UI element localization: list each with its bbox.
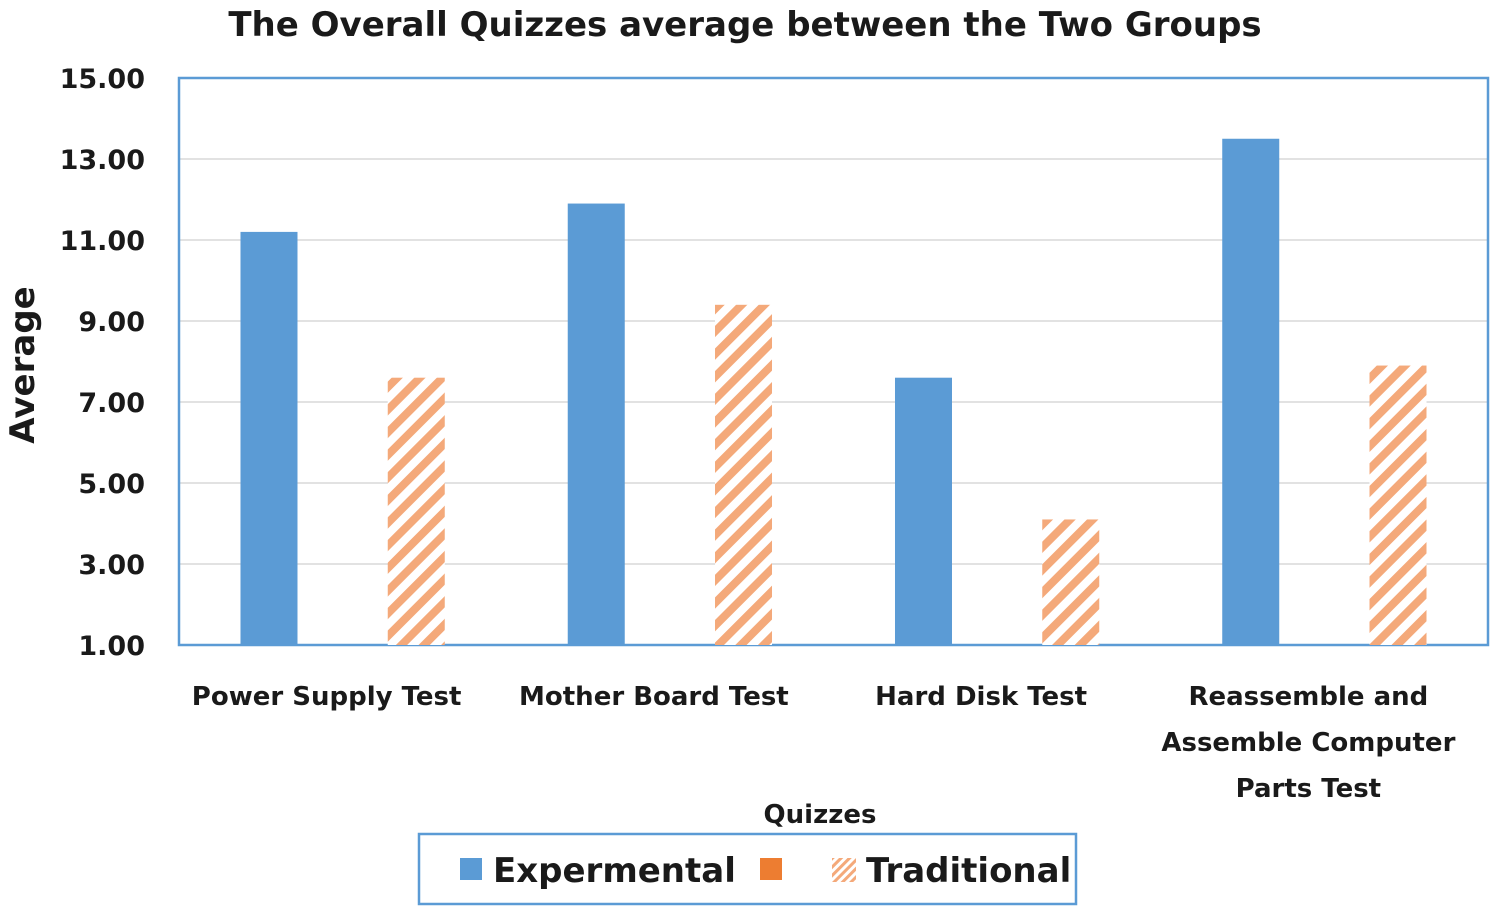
y-tick-label: 7.00 xyxy=(78,388,145,419)
y-tick-label: 3.00 xyxy=(78,550,145,581)
legend-swatch-traditional-solid xyxy=(760,858,782,880)
bar-expermental-3 xyxy=(1222,138,1280,645)
chart-title: The Overall Quizzes average between the … xyxy=(228,5,1261,45)
bar-traditional-2 xyxy=(1042,519,1100,645)
bar-traditional-3 xyxy=(1369,365,1427,645)
y-tick-label: 13.00 xyxy=(60,145,145,176)
y-tick-labels: 1.00 3.00 5.00 7.00 9.00 11.00 13.00 15.00 xyxy=(60,64,145,662)
bars xyxy=(240,138,1427,646)
x-tick-label: Reassemble and xyxy=(1188,682,1428,712)
x-tick-labels: Power Supply Test Mother Board Test Hard D… xyxy=(192,682,1456,804)
legend-swatch-traditional-hatch xyxy=(832,858,856,882)
y-axis-label: Average xyxy=(3,286,43,443)
gridlines xyxy=(179,158,1488,565)
x-axis-label: Quizzes xyxy=(764,800,877,830)
bar-expermental-0 xyxy=(240,231,298,645)
x-tick-label: Parts Test xyxy=(1236,774,1382,804)
legend-label-traditional: Traditional xyxy=(866,851,1071,891)
x-tick-label: Power Supply Test xyxy=(192,682,462,712)
y-tick-label: 1.00 xyxy=(78,631,145,662)
legend: Expermental Traditional xyxy=(417,832,1078,906)
legend-label-expermental: Expermental xyxy=(493,851,736,891)
x-tick-label: Hard Disk Test xyxy=(875,682,1087,712)
legend-swatch-expermental xyxy=(460,858,482,880)
legend-frame xyxy=(417,832,1078,906)
plot-frame xyxy=(177,76,1490,647)
y-tick-label: 9.00 xyxy=(78,307,145,338)
bar-traditional-0 xyxy=(387,377,445,645)
bar-expermental-2 xyxy=(894,377,952,645)
y-tick-label: 15.00 xyxy=(60,64,145,95)
y-tick-label: 5.00 xyxy=(78,469,145,500)
bar-expermental-1 xyxy=(567,203,625,646)
x-tick-label: Mother Board Test xyxy=(519,682,789,712)
x-tick-label: Assemble Computer xyxy=(1161,728,1455,758)
bar-traditional-1 xyxy=(715,304,773,645)
y-tick-label: 11.00 xyxy=(60,226,145,257)
